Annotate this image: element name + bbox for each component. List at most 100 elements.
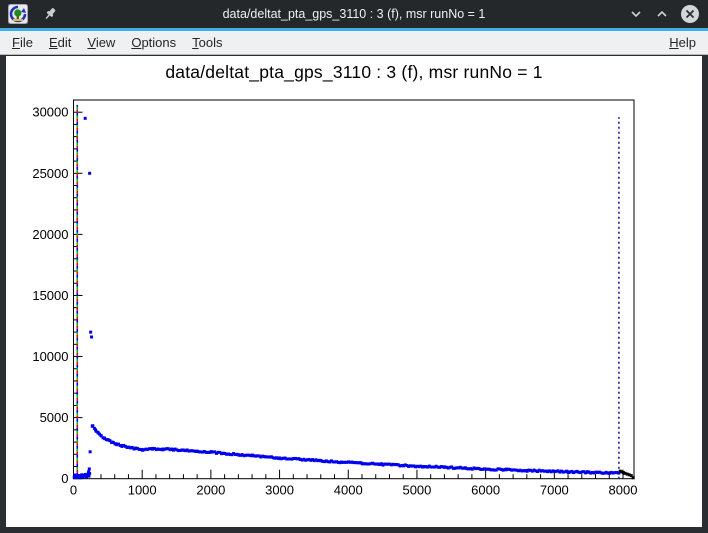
data-point [168, 448, 172, 452]
data-point [319, 459, 323, 463]
data-point [436, 465, 440, 469]
x-tick-label: 5000 [402, 483, 431, 498]
data-point [448, 465, 452, 469]
data-point [627, 473, 631, 477]
data-point [88, 450, 92, 454]
data-point [147, 447, 151, 451]
y-tick-label: 30000 [32, 105, 68, 120]
data-point [498, 467, 502, 471]
data-point [383, 462, 387, 466]
data-point [460, 466, 464, 470]
data-point [582, 470, 586, 474]
data-point [90, 335, 94, 339]
maximize-button[interactable] [654, 6, 670, 22]
data-point [233, 453, 237, 457]
data-point [561, 470, 565, 474]
data-point [116, 442, 120, 446]
data-point [300, 458, 304, 462]
data-point [83, 472, 87, 476]
data-point [91, 424, 95, 428]
data-point [185, 448, 189, 452]
y-tick-label: 25000 [32, 166, 68, 181]
data-point [601, 471, 605, 475]
data-point [76, 474, 80, 478]
data-point [414, 465, 418, 469]
data-point [102, 436, 106, 440]
data-point [93, 428, 97, 432]
data-point [422, 464, 426, 468]
data-point [442, 465, 446, 469]
data-point [259, 455, 263, 459]
data-point [432, 465, 436, 469]
data-point [455, 466, 459, 470]
data-point [520, 469, 524, 473]
data-point [481, 467, 485, 471]
data-point [324, 459, 328, 463]
data-point [556, 469, 560, 473]
data-point [189, 449, 193, 453]
data-point [424, 465, 428, 469]
data-point [568, 470, 572, 474]
data-point [629, 474, 633, 478]
data-point [469, 467, 473, 471]
menu-item-edit[interactable]: Edit [48, 35, 72, 50]
menu-item-options[interactable]: Options [131, 35, 177, 50]
data-point [150, 447, 154, 451]
menu-item-file[interactable]: File [12, 35, 33, 50]
data-point [623, 471, 627, 475]
x-tick-label: 8000 [609, 483, 638, 498]
data-point [232, 451, 236, 455]
data-point [388, 462, 392, 466]
data-point [508, 468, 512, 472]
data-point [486, 467, 490, 471]
histogram-plot[interactable]: 0 1000 2000 3000 4000 5000 6000 7000 8000 0 5000 10… [6, 56, 702, 527]
menu-item-view[interactable]: View [87, 35, 116, 50]
minimize-button[interactable] [628, 6, 644, 22]
data-point [254, 454, 258, 458]
data-point [522, 469, 526, 473]
pin-icon[interactable] [42, 6, 58, 22]
data-point [529, 468, 533, 472]
data-point [617, 471, 621, 475]
plot-canvas[interactable]: data/deltat_pta_gps_3110 : 3 (f), msr ru… [6, 56, 702, 527]
data-point [548, 469, 552, 473]
data-point [339, 460, 343, 464]
data-point [89, 330, 93, 334]
menu-item-tools[interactable]: Tools [192, 35, 223, 50]
data-point [293, 456, 297, 460]
data-point [171, 448, 175, 452]
data-point [554, 469, 558, 473]
data-point [405, 464, 409, 468]
data-point [211, 450, 215, 454]
data-point [295, 457, 299, 461]
data-point [271, 456, 275, 460]
data-point [515, 468, 519, 472]
data-point [580, 470, 584, 474]
data-point [331, 460, 335, 464]
data-point [609, 470, 613, 474]
data-point [326, 460, 330, 464]
data-point [87, 474, 91, 478]
data-point [541, 469, 545, 473]
data-point [450, 465, 454, 469]
data-point [175, 448, 179, 452]
data-point [126, 445, 130, 449]
data-point [137, 447, 141, 451]
data-point [374, 462, 378, 466]
data-point [206, 451, 210, 455]
data-point [367, 462, 371, 466]
data-point [597, 470, 601, 474]
data-point [570, 469, 574, 473]
data-point [178, 449, 182, 453]
data-point [181, 448, 185, 452]
data-point [226, 452, 230, 456]
menu-item-help[interactable]: Help [669, 35, 696, 50]
data-point [283, 456, 287, 460]
data-point [140, 448, 144, 452]
x-tick-label: 0 [70, 483, 77, 498]
data-point [290, 457, 294, 461]
data-point [154, 448, 158, 452]
data-point [343, 460, 347, 464]
y-tick-label: 10000 [32, 349, 68, 364]
close-button[interactable] [680, 4, 700, 24]
